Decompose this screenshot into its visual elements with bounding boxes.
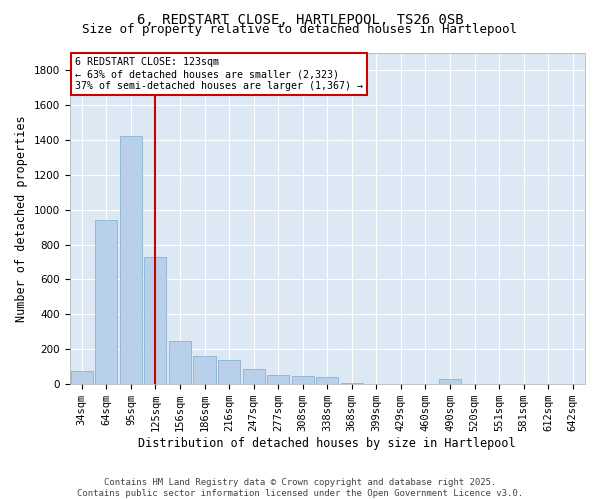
Bar bbox=[193, 356, 215, 384]
Bar bbox=[292, 376, 314, 384]
Bar bbox=[316, 377, 338, 384]
Bar bbox=[169, 342, 191, 384]
Bar bbox=[120, 136, 142, 384]
Text: 6, REDSTART CLOSE, HARTLEPOOL, TS26 0SB: 6, REDSTART CLOSE, HARTLEPOOL, TS26 0SB bbox=[137, 12, 463, 26]
Bar bbox=[145, 257, 166, 384]
Text: Contains HM Land Registry data © Crown copyright and database right 2025.
Contai: Contains HM Land Registry data © Crown c… bbox=[77, 478, 523, 498]
Bar bbox=[439, 379, 461, 384]
Bar bbox=[95, 220, 118, 384]
Bar bbox=[71, 371, 93, 384]
Bar bbox=[242, 368, 265, 384]
Text: 6 REDSTART CLOSE: 123sqm
← 63% of detached houses are smaller (2,323)
37% of sem: 6 REDSTART CLOSE: 123sqm ← 63% of detach… bbox=[74, 58, 362, 90]
Bar bbox=[267, 374, 289, 384]
X-axis label: Distribution of detached houses by size in Hartlepool: Distribution of detached houses by size … bbox=[139, 437, 516, 450]
Bar bbox=[218, 360, 240, 384]
Text: Size of property relative to detached houses in Hartlepool: Size of property relative to detached ho… bbox=[83, 22, 517, 36]
Y-axis label: Number of detached properties: Number of detached properties bbox=[15, 115, 28, 322]
